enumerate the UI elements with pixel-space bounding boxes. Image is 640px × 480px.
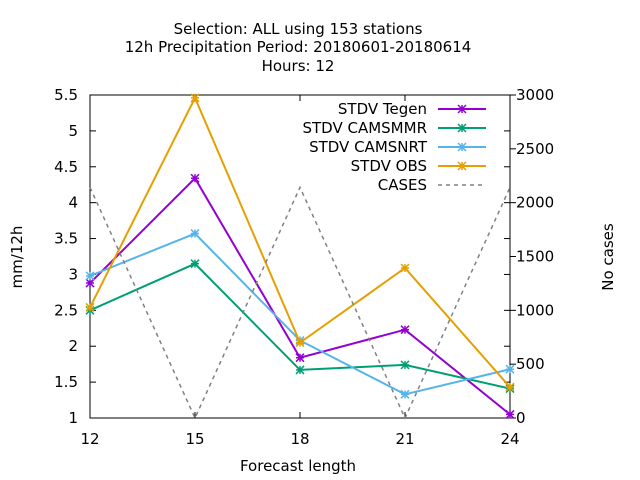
legend-label: CASES <box>378 176 427 194</box>
y2-tick-label: 1000 <box>516 301 554 319</box>
y-tick-label: 2 <box>68 337 78 355</box>
y2-tick-label: 1500 <box>516 248 554 266</box>
x-tick-label: 21 <box>395 430 414 448</box>
x-axis-label: Forecast length <box>240 457 356 475</box>
data-point-stdv-camsnrt <box>190 229 200 239</box>
data-point-stdv-camsmmr <box>190 259 200 269</box>
legend-marker <box>457 123 467 133</box>
legend-marker <box>457 161 467 171</box>
y-tick-label: 5 <box>68 122 78 140</box>
x-tick-label: 12 <box>80 430 99 448</box>
data-point-stdv-tegen <box>505 409 515 419</box>
data-point-stdv-camsmmr <box>400 360 410 370</box>
y-tick-label: 4.5 <box>54 158 78 176</box>
data-point-stdv-obs <box>85 302 95 312</box>
legend-label: STDV CAMSNRT <box>309 138 428 156</box>
y2-tick-label: 3000 <box>516 86 554 104</box>
y-tick-label: 3.5 <box>54 230 78 248</box>
x-tick-label: 15 <box>185 430 204 448</box>
legend-label: STDV OBS <box>351 157 427 175</box>
chart-title-line-1: Selection: ALL using 153 stations <box>174 20 423 38</box>
x-tick-label: 24 <box>500 430 519 448</box>
legend-label: STDV Tegen <box>338 100 427 118</box>
data-point-stdv-camsmmr <box>295 365 305 375</box>
legend-label: STDV CAMSMMR <box>302 119 427 137</box>
y-tick-label: 4 <box>68 194 78 212</box>
data-point-stdv-camsnrt <box>505 364 515 374</box>
y2-tick-label: 500 <box>516 355 545 373</box>
data-point-stdv-tegen <box>400 325 410 335</box>
series-line-stdv-tegen <box>89 176 511 416</box>
y-tick-label: 3 <box>68 265 78 283</box>
x-tick-label: 18 <box>290 430 309 448</box>
y-axis-label: mm/12h <box>8 226 26 289</box>
y2-tick-label: 0 <box>516 409 526 427</box>
y-tick-label: 1.5 <box>54 373 78 391</box>
series-line-cases <box>89 185 511 420</box>
y-tick-label: 5.5 <box>54 86 78 104</box>
data-point-stdv-tegen <box>295 353 305 363</box>
data-point-stdv-obs <box>505 382 515 392</box>
chart-title-line-3: Hours: 12 <box>262 57 335 75</box>
y2-tick-label: 2000 <box>516 194 554 212</box>
data-point-stdv-camsnrt <box>400 389 410 399</box>
data-point-stdv-tegen <box>85 278 95 288</box>
legend-marker <box>457 104 467 114</box>
y2-axis-label: No cases <box>599 223 617 291</box>
y2-tick-label: 2500 <box>516 140 554 158</box>
data-point-stdv-obs <box>295 338 305 348</box>
plot-area: 1 1.5 2 2.5 3 3.5 4 4.5 5 5.5 0 500 1000 1500 2000 2500… <box>54 86 554 448</box>
chart-title-line-2: 12h Precipitation Period: 20180601-20180… <box>125 38 472 56</box>
legend-marker <box>457 142 467 152</box>
data-point-stdv-tegen <box>190 173 200 183</box>
y-tick-label: 2.5 <box>54 301 78 319</box>
data-point-stdv-obs <box>400 263 410 273</box>
data-point-stdv-camsnrt <box>85 271 95 281</box>
y-tick-label: 1 <box>68 409 78 427</box>
data-point-stdv-obs <box>190 93 200 103</box>
